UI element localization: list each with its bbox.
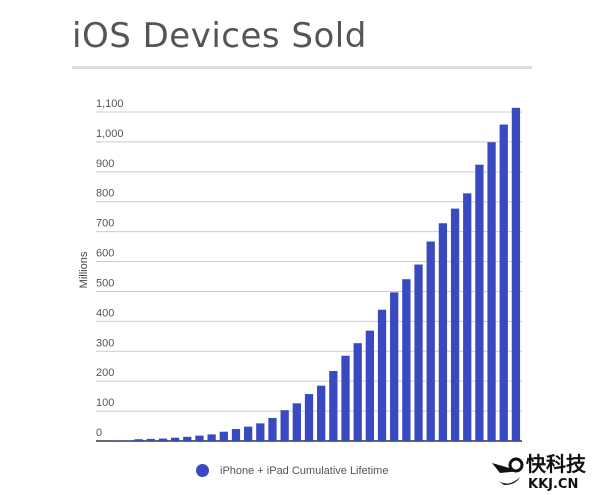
y-tick-label: 1,000 <box>96 128 124 140</box>
bar <box>414 264 423 441</box>
bar <box>438 223 448 441</box>
bird-logo-icon <box>492 457 524 485</box>
bar <box>231 429 241 441</box>
bar <box>377 309 387 441</box>
chart-title: iOS Devices Sold <box>72 16 367 56</box>
bar <box>487 142 496 441</box>
bar <box>463 193 472 441</box>
y-tick-label: 600 <box>96 248 114 260</box>
bar <box>499 124 508 441</box>
bar <box>329 371 338 441</box>
legend: iPhone + iPad Cumulative Lifetime <box>196 464 388 477</box>
bar <box>280 410 289 441</box>
watermark-en: KKJ.CN <box>528 477 579 492</box>
bar <box>292 403 301 441</box>
bar <box>353 343 362 441</box>
bar <box>475 164 484 441</box>
bar <box>170 437 180 441</box>
bar <box>304 394 314 441</box>
y-tick-label: 0 <box>96 427 102 439</box>
legend-marker <box>196 464 209 477</box>
legend-label: iPhone + iPad Cumulative Lifetime <box>220 464 389 477</box>
y-tick-label: 300 <box>96 337 114 349</box>
y-tick-label: 700 <box>96 218 114 230</box>
bar <box>244 426 253 441</box>
title-divider <box>72 66 532 69</box>
y-tick-label: 100 <box>96 397 114 409</box>
bar <box>256 423 265 441</box>
bar <box>511 107 521 441</box>
bar <box>134 439 143 441</box>
bar <box>426 241 435 441</box>
bar <box>219 431 228 441</box>
bar <box>402 279 411 441</box>
bar <box>268 417 277 441</box>
bar <box>158 438 168 441</box>
bar <box>365 330 374 441</box>
y-axis-label: Millions <box>78 251 90 288</box>
y-tick-label: 1,100 <box>96 98 124 110</box>
y-tick-label: 200 <box>96 367 114 379</box>
bar <box>450 208 460 441</box>
bar <box>390 292 399 441</box>
bar <box>341 355 350 441</box>
y-tick-label: 500 <box>96 277 114 289</box>
bar <box>207 434 216 441</box>
bar <box>317 385 326 441</box>
y-tick-label: 800 <box>96 188 114 200</box>
bar <box>183 436 192 441</box>
watermark-logo: 快科技 KKJ.CN <box>490 453 600 495</box>
bar <box>146 438 155 441</box>
bar <box>195 435 204 441</box>
y-tick-label: 400 <box>96 307 114 319</box>
watermark-cn: 快科技 <box>526 452 586 476</box>
y-tick-label: 900 <box>96 158 114 170</box>
